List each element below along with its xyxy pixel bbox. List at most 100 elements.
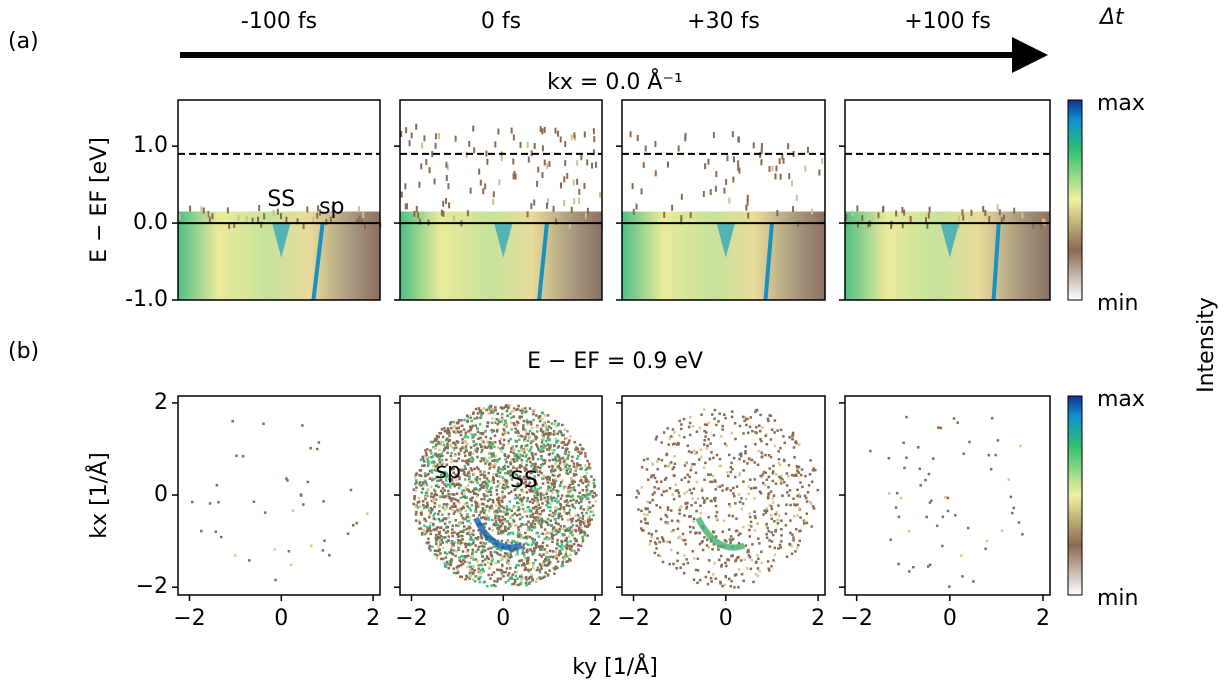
heatmap-speck xyxy=(538,553,542,556)
heatmap-speck xyxy=(432,495,435,499)
colorbar-title: Intensity xyxy=(1194,297,1219,393)
heatmap-speck xyxy=(491,409,495,412)
heatmap-speck xyxy=(651,498,654,502)
heatmap-speck xyxy=(559,545,563,549)
heatmap-speck xyxy=(525,559,529,563)
heatmap-speck xyxy=(551,464,554,468)
heatmap-speck xyxy=(519,581,523,585)
heatmap-speck xyxy=(476,548,480,551)
heatmap-speck xyxy=(486,421,490,424)
heatmap-speck xyxy=(678,512,681,515)
heatmap-speck xyxy=(450,460,453,464)
heatmap-speck xyxy=(520,465,523,468)
heatmap-speck xyxy=(445,540,448,543)
heatmap-speck xyxy=(453,446,456,450)
heatmap-speck xyxy=(434,133,437,140)
heatmap-speck xyxy=(552,205,555,212)
heatmap-speck xyxy=(661,537,665,541)
heatmap-speck xyxy=(524,575,528,579)
heatmap-speck xyxy=(518,530,521,534)
heatmap-speck xyxy=(191,500,194,504)
heatmap-speck xyxy=(568,222,571,229)
heatmap-speck xyxy=(587,480,590,484)
heatmap-speck xyxy=(581,530,584,534)
heatmap-speck xyxy=(548,569,551,572)
heatmap-speck xyxy=(521,435,524,438)
heatmap-speck xyxy=(468,475,471,479)
heatmap-speck xyxy=(437,505,441,508)
heatmap-speck xyxy=(512,447,515,451)
heatmap-speck xyxy=(434,452,437,455)
heatmap-speck xyxy=(241,454,245,458)
heatmap-speck xyxy=(695,430,699,433)
heatmap-speck xyxy=(553,431,557,434)
heatmap-speck xyxy=(534,546,538,549)
heatmap-speck xyxy=(471,452,475,455)
heatmap-speck xyxy=(444,517,448,520)
heatmap-speck xyxy=(732,176,735,183)
heatmap-speck xyxy=(439,526,442,530)
heatmap-speck xyxy=(421,500,425,503)
heatmap-speck xyxy=(276,208,279,215)
heatmap-speck xyxy=(589,510,593,513)
heatmap-speck xyxy=(442,503,446,506)
heatmap-speck xyxy=(419,474,423,478)
heatmap-speck xyxy=(466,513,469,516)
heatmap-speck xyxy=(442,443,446,447)
heatmap-speck xyxy=(471,565,475,568)
heatmap-speck xyxy=(577,501,581,505)
heatmap-speck xyxy=(779,479,782,483)
heatmap-speck xyxy=(492,481,496,484)
heatmap-speck xyxy=(670,530,673,533)
heatmap-speck xyxy=(446,442,449,446)
heatmap-speck xyxy=(521,545,525,549)
heatmap-speck xyxy=(574,467,578,470)
heatmap-speck xyxy=(748,458,751,462)
heatmap-speck xyxy=(565,538,568,542)
heatmap-speck xyxy=(566,467,570,471)
heatmap-speck xyxy=(456,422,460,425)
heatmap-speck xyxy=(581,488,585,492)
heatmap-speck xyxy=(712,543,716,546)
heatmap-speck xyxy=(547,444,551,448)
heatmap-speck xyxy=(665,540,669,544)
heatmap-speck xyxy=(512,415,515,418)
heatmap-speck xyxy=(851,210,854,217)
heatmap-speck xyxy=(457,419,461,422)
panel-label: (b) xyxy=(8,339,39,364)
heatmap-speck xyxy=(525,448,529,451)
heatmap-speck xyxy=(492,571,496,574)
heatmap-speck xyxy=(486,158,489,165)
heatmap-speck xyxy=(734,573,738,576)
heatmap-speck xyxy=(437,517,441,521)
heatmap-speck xyxy=(664,513,667,517)
heatmap-speck xyxy=(541,128,544,135)
heatmap-speck xyxy=(528,575,532,579)
heatmap-speck xyxy=(425,453,428,457)
heatmap-speck xyxy=(200,206,203,213)
heatmap-speck xyxy=(581,517,584,520)
heatmap-speck xyxy=(776,210,779,217)
heatmap-speck xyxy=(543,414,547,417)
heatmap-speck xyxy=(433,489,437,493)
heatmap-speck xyxy=(672,562,675,566)
heatmap-speck xyxy=(553,474,556,477)
heatmap-speck xyxy=(441,535,444,539)
heatmap-speck xyxy=(507,492,511,495)
heatmap-speck xyxy=(460,492,464,495)
heatmap-speck xyxy=(573,440,576,444)
heatmap-speck xyxy=(430,452,433,455)
heatmap-speck xyxy=(678,535,681,538)
heatmap-speck xyxy=(587,519,590,522)
heatmap-speck xyxy=(477,545,481,549)
heatmap-speck xyxy=(588,492,592,495)
heatmap-speck xyxy=(535,426,539,429)
heatmap-speck xyxy=(484,517,487,521)
heatmap-speck xyxy=(527,421,530,424)
heatmap-speck xyxy=(454,519,457,522)
heatmap-speck xyxy=(470,504,474,507)
heatmap-speck xyxy=(554,565,558,568)
heatmap-speck xyxy=(810,480,814,484)
heatmap-speck xyxy=(435,434,439,438)
heatmap-speck xyxy=(632,208,635,215)
